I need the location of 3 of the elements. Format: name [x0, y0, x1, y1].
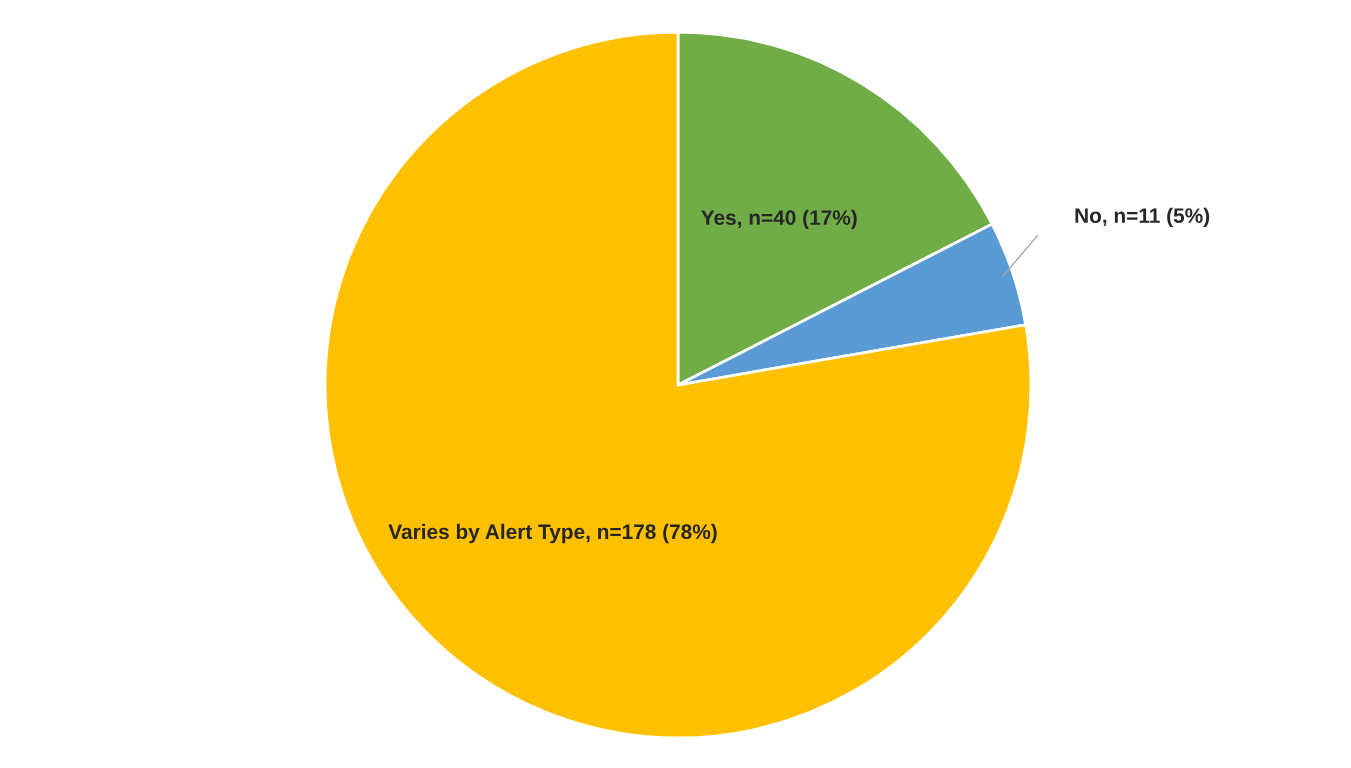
slice-label: Yes, n=40 (17%): [701, 209, 857, 230]
slice-label: Varies by Alert Type, n=178 (78%): [388, 523, 717, 544]
slice-label: No, n=11 (5%): [1075, 207, 1210, 228]
